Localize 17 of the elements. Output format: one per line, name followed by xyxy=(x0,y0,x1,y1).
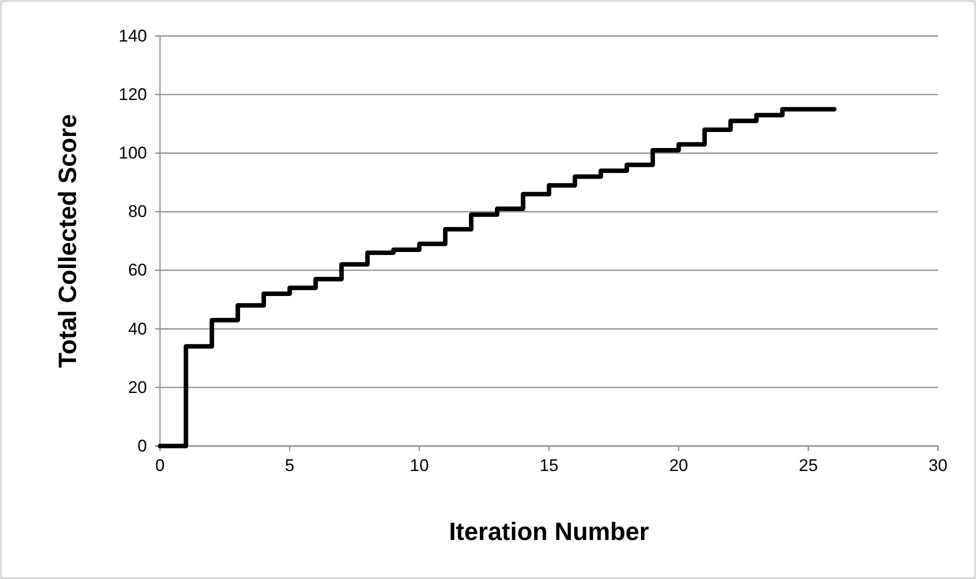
y-tick-label: 80 xyxy=(128,202,147,222)
x-tick-label: 25 xyxy=(798,456,818,476)
x-tick-label: 20 xyxy=(669,456,688,476)
y-tick-label: 20 xyxy=(128,378,147,397)
y-tick-label: 120 xyxy=(118,85,147,104)
y-tick-label: 0 xyxy=(138,436,147,456)
x-tick-label: 15 xyxy=(540,456,558,476)
x-tick-label: 10 xyxy=(410,456,429,476)
y-tick-label: 100 xyxy=(118,144,147,163)
y-tick-label: 40 xyxy=(128,319,147,338)
x-tick-label: 0 xyxy=(155,456,165,476)
x-tick-label: 5 xyxy=(284,456,294,476)
y-tick-label: 60 xyxy=(128,260,147,280)
y-axis-title: Total Collected Score xyxy=(54,114,82,368)
x-tick-label: 30 xyxy=(928,456,948,476)
y-tick-label: 140 xyxy=(118,26,147,46)
x-axis-title: Iteration Number xyxy=(448,518,650,546)
